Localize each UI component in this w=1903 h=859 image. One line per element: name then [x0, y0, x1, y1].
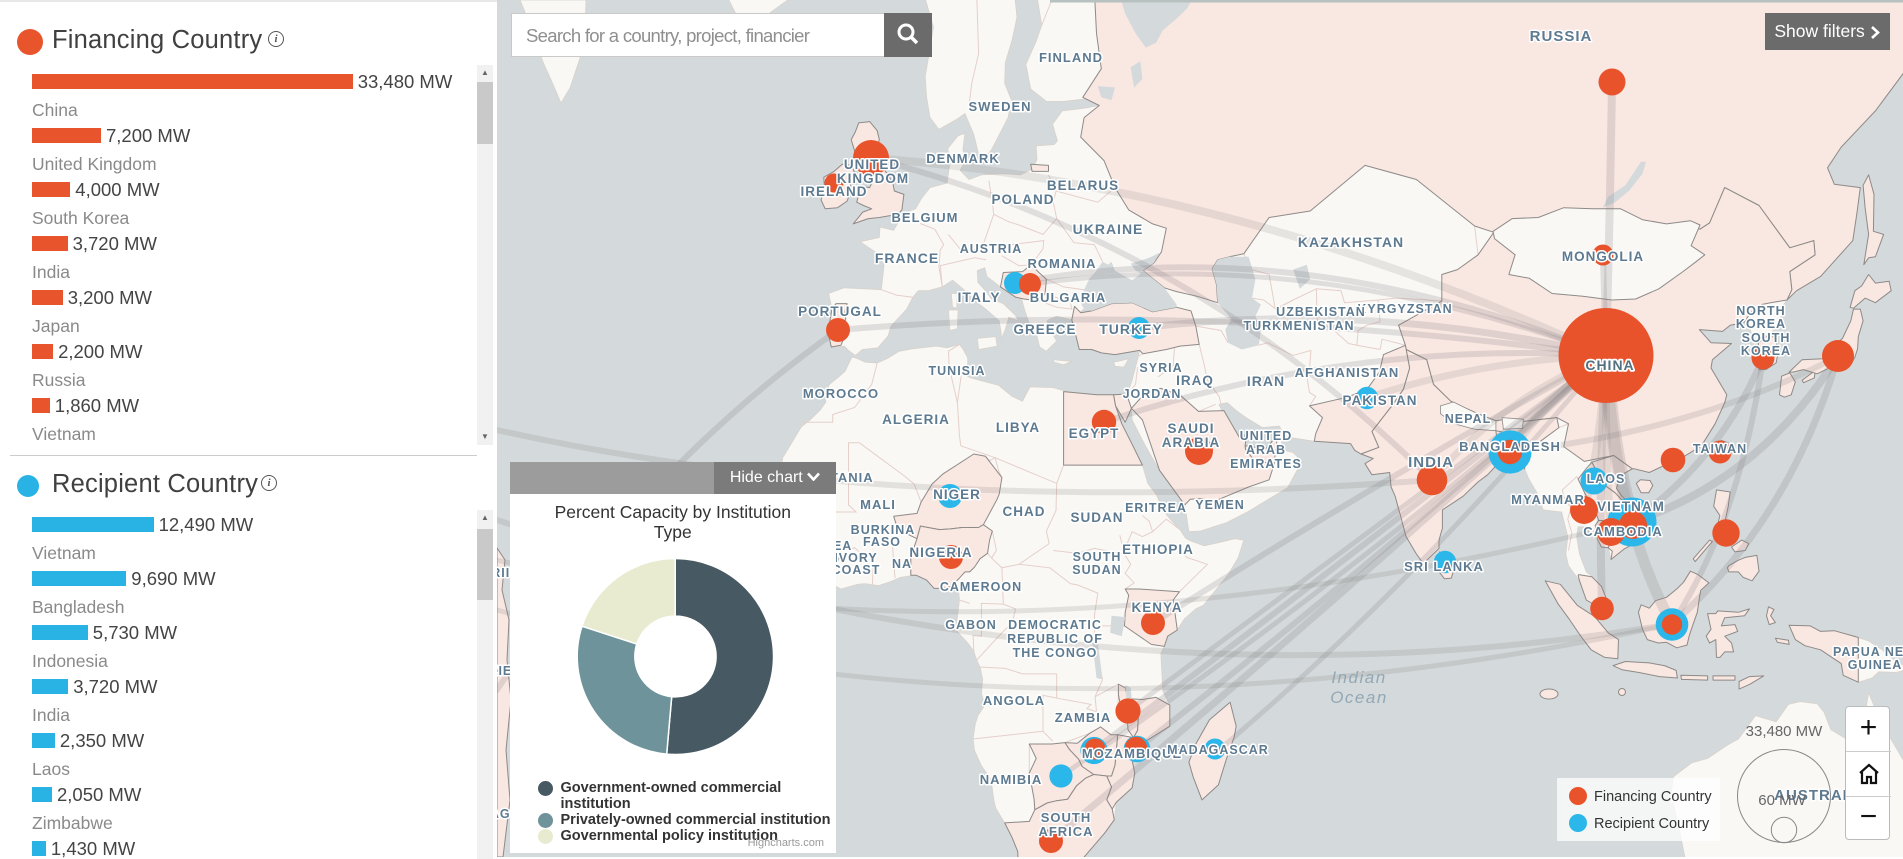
svg-text:NORTH: NORTH — [1736, 304, 1785, 318]
svg-text:ALGERIA: ALGERIA — [882, 412, 950, 427]
svg-text:KYRGYZSTAN: KYRGYZSTAN — [1357, 302, 1452, 316]
svg-text:SUDAN: SUDAN — [1070, 510, 1123, 525]
svg-text:ANGOLA: ANGOLA — [983, 693, 1045, 708]
svg-text:ARAB: ARAB — [1246, 443, 1286, 457]
svg-text:BELARUS: BELARUS — [1047, 178, 1119, 193]
svg-text:KENYA: KENYA — [1131, 600, 1182, 615]
svg-text:GREECE: GREECE — [1013, 322, 1076, 337]
svg-text:CAMEROON: CAMEROON — [940, 580, 1022, 594]
svg-text:SOUTH: SOUTH — [1041, 810, 1092, 825]
svg-text:SWEDEN: SWEDEN — [968, 99, 1031, 114]
svg-text:BANGLADESH: BANGLADESH — [1459, 439, 1561, 454]
svg-text:MADAGASCAR: MADAGASCAR — [1167, 743, 1269, 757]
svg-text:CHAD: CHAD — [1003, 504, 1046, 519]
svg-text:UNITED: UNITED — [844, 157, 900, 172]
svg-text:TAIWAN: TAIWAN — [1693, 442, 1747, 456]
svg-text:NIGERIA: NIGERIA — [909, 545, 972, 560]
svg-text:MOROCCO: MOROCCO — [803, 386, 879, 401]
svg-text:IRAQ: IRAQ — [1176, 373, 1214, 388]
svg-text:TUNISIA: TUNISIA — [929, 364, 986, 378]
svg-text:YEMEN: YEMEN — [1195, 498, 1244, 512]
svg-text:ROMANIA: ROMANIA — [1027, 256, 1096, 271]
svg-text:LIBYA: LIBYA — [996, 420, 1040, 435]
svg-text:UZBEKISTAN: UZBEKISTAN — [1276, 305, 1366, 319]
svg-text:INDIA: INDIA — [1408, 454, 1454, 471]
svg-text:FRANCE: FRANCE — [875, 250, 939, 266]
svg-text:CAMBODIA: CAMBODIA — [1583, 524, 1663, 539]
svg-text:SRI LANKA: SRI LANKA — [1404, 559, 1484, 574]
svg-text:IRELAND: IRELAND — [801, 184, 868, 199]
svg-text:NA: NA — [892, 557, 912, 571]
svg-text:MONGOLIA: MONGOLIA — [1562, 249, 1644, 264]
svg-text:THE CONGO: THE CONGO — [1013, 646, 1098, 660]
svg-text:GUINEA: GUINEA — [1848, 658, 1903, 672]
svg-text:BURKINA: BURKINA — [851, 523, 916, 537]
svg-text:BELGIUM: BELGIUM — [892, 210, 959, 225]
svg-text:SUDAN: SUDAN — [1072, 563, 1121, 577]
svg-text:LAOS: LAOS — [1587, 472, 1626, 486]
svg-text:POLAND: POLAND — [992, 192, 1055, 207]
svg-text:DENMARK: DENMARK — [926, 151, 999, 166]
svg-text:AFRICA: AFRICA — [1038, 824, 1093, 839]
svg-text:SOUTH: SOUTH — [1742, 331, 1791, 345]
svg-text:JORDAN: JORDAN — [1123, 387, 1182, 401]
svg-text:FINLAND: FINLAND — [1039, 50, 1103, 65]
svg-text:KOREA: KOREA — [1741, 344, 1791, 358]
svg-text:BULGARIA: BULGARIA — [1030, 290, 1107, 305]
svg-text:Recipient Country: Recipient Country — [1594, 816, 1710, 832]
svg-text:UKRAINE: UKRAINE — [1073, 221, 1144, 237]
svg-text:KOREA: KOREA — [1736, 317, 1786, 331]
svg-text:VIETNAM: VIETNAM — [1597, 499, 1665, 514]
svg-text:NEPAL: NEPAL — [1445, 412, 1491, 426]
svg-text:MOZAMBIQUE: MOZAMBIQUE — [1082, 746, 1182, 761]
svg-text:EGYPT: EGYPT — [1069, 426, 1120, 441]
svg-text:AFGHANISTAN: AFGHANISTAN — [1295, 365, 1400, 380]
svg-text:COAST: COAST — [832, 563, 881, 577]
svg-text:KAZAKHSTAN: KAZAKHSTAN — [1298, 234, 1404, 250]
svg-text:33,480 MW: 33,480 MW — [1746, 725, 1824, 740]
svg-text:Financing Country: Financing Country — [1594, 789, 1712, 805]
svg-text:MYANMAR: MYANMAR — [1511, 492, 1585, 507]
svg-text:GABON: GABON — [945, 618, 997, 632]
svg-text:TURKMENISTAN: TURKMENISTAN — [1243, 319, 1354, 333]
svg-text:Ocean: Ocean — [1330, 688, 1388, 707]
svg-text:SURII: SURII — [497, 566, 510, 580]
svg-text:SYRIA: SYRIA — [1139, 361, 1182, 375]
svg-text:FASO: FASO — [863, 535, 901, 549]
svg-text:CHINA: CHINA — [1585, 357, 1634, 373]
svg-text:EMIRATES: EMIRATES — [1230, 457, 1302, 471]
svg-text:SOUTH: SOUTH — [1073, 550, 1122, 564]
svg-text:IRAN: IRAN — [1247, 373, 1285, 389]
svg-text:RUSSIA: RUSSIA — [1530, 28, 1593, 45]
svg-text:ITALY: ITALY — [957, 289, 1000, 305]
svg-text:IVORY: IVORY — [834, 551, 877, 565]
svg-text:AUSTRIA: AUSTRIA — [960, 242, 1023, 256]
svg-text:PAPUA NEW: PAPUA NEW — [1833, 645, 1903, 659]
svg-text:BRAZIE: BRAZIE — [497, 664, 512, 678]
svg-text:Indian: Indian — [1331, 668, 1386, 687]
svg-text:ARABIA: ARABIA — [1162, 435, 1221, 450]
svg-text:UNITED: UNITED — [1240, 429, 1293, 443]
svg-text:PAKISTAN: PAKISTAN — [1343, 393, 1418, 408]
svg-text:NAMIBIA: NAMIBIA — [980, 772, 1043, 787]
svg-text:NIGER: NIGER — [933, 487, 981, 502]
svg-text:PORTUGAL: PORTUGAL — [798, 304, 882, 319]
svg-text:MALI: MALI — [860, 497, 896, 512]
svg-text:REPUBLIC OF: REPUBLIC OF — [1007, 632, 1103, 646]
svg-text:ERITREA: ERITREA — [1125, 501, 1187, 515]
svg-text:ETHIOPIA: ETHIOPIA — [1122, 542, 1194, 557]
svg-text:DEMOCRATIC: DEMOCRATIC — [1008, 618, 1102, 632]
svg-text:ZAMBIA: ZAMBIA — [1055, 710, 1112, 725]
svg-text:60 MW: 60 MW — [1758, 792, 1806, 809]
svg-text:KINGDOM: KINGDOM — [837, 171, 909, 186]
svg-text:TURKEY: TURKEY — [1099, 321, 1163, 337]
svg-text:SAUDI: SAUDI — [1167, 421, 1214, 436]
